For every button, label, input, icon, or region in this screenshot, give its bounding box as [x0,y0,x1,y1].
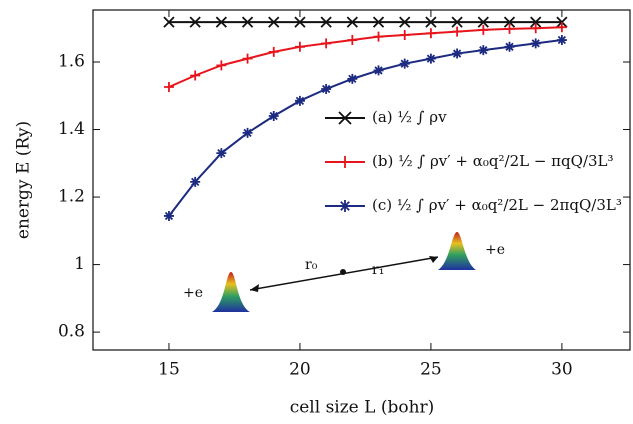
series-line [168,26,562,88]
x-tick-label: 25 [420,360,442,380]
point-marker [373,65,384,76]
point-marker [346,16,358,28]
plot-frame [92,9,631,351]
legend-label: (c) ½ ∫ ρv′ + α₀q²/2L − 2πqQ/3L³ [372,196,622,214]
point-marker [190,176,201,187]
point-marker [268,111,279,122]
x-tick-label: 30 [551,360,573,380]
x-tick-label: 15 [158,360,180,380]
point-marker [452,26,463,37]
point-marker [452,48,463,59]
point-marker [216,60,227,71]
point-marker [373,31,384,42]
point-marker [216,148,227,159]
point-marker [503,16,516,28]
charge-peak [212,272,250,312]
point-marker [425,28,436,39]
point-marker [504,41,515,52]
annotation: r₁ [372,262,384,278]
point-marker [425,16,437,28]
point-marker [399,16,411,28]
legend-label: (b) ½ ∫ ρv′ + α₀q²/2L − πqQ/3L³ [372,152,614,170]
point-marker [294,95,305,106]
y-tick-label: 1.4 [58,119,85,139]
series-line [168,39,563,217]
point-marker [504,23,515,34]
point-marker [556,35,567,46]
y-tick-label: 1.2 [58,187,85,207]
annotation: +e [485,242,505,258]
point-marker [399,58,410,69]
point-marker [530,23,541,34]
point-marker [530,16,542,28]
y-tick-label: 1.6 [58,51,85,71]
point-marker [399,29,410,40]
point-marker [190,70,201,81]
point-marker [189,16,201,28]
point-marker [320,16,332,28]
point-marker [215,16,227,28]
point-marker [294,16,306,28]
x-axis-label: cell size L (bohr) [290,398,435,418]
y-tick-label: 1 [74,254,85,274]
point-marker [347,35,358,46]
legend-label: (a) ½ ∫ ρv [372,108,447,126]
point-marker [268,16,280,28]
point-marker [425,53,436,64]
charge-peak [438,232,476,270]
point-marker [478,45,489,56]
point-marker [294,41,305,52]
annotation: +e [183,285,203,301]
point-marker [347,73,358,84]
point-marker [163,81,174,92]
point-marker [556,22,567,33]
point-marker [477,16,489,28]
point-marker [242,127,253,138]
x-tick-label: 20 [289,360,311,380]
center-point [340,269,346,275]
y-tick-label: 0.8 [58,322,85,342]
point-marker [321,84,332,95]
point-marker [321,38,332,49]
inset [212,232,476,312]
point-marker [163,210,174,221]
point-marker [268,46,279,57]
point-marker [556,16,568,28]
legend-marker [339,156,351,168]
point-marker [478,24,489,35]
point-marker [242,53,253,64]
legend-marker [338,111,352,125]
point-marker [451,16,463,28]
y-axis-label: energy E (Ry) [14,121,34,239]
point-marker [163,16,175,28]
point-marker [241,16,254,28]
annotation: r₀ [305,257,318,273]
legend-marker [339,200,351,212]
point-marker [530,38,541,49]
point-marker [372,16,385,28]
